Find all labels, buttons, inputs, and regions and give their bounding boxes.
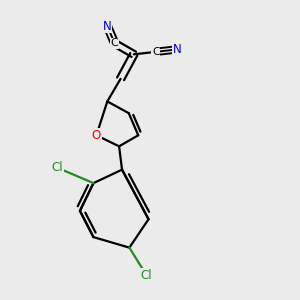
Text: Cl: Cl xyxy=(141,268,152,282)
Text: N: N xyxy=(103,20,112,33)
Text: Cl: Cl xyxy=(51,161,63,174)
Text: C: C xyxy=(111,38,119,48)
Text: N: N xyxy=(173,43,182,56)
Text: C: C xyxy=(152,47,160,57)
Text: O: O xyxy=(92,129,101,142)
